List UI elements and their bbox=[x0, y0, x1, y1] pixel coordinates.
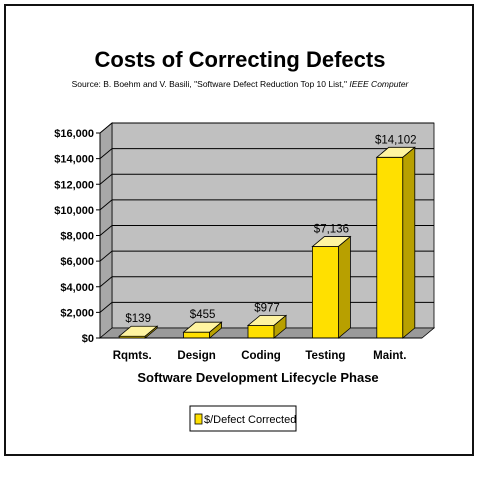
bar-side bbox=[209, 321, 223, 339]
subtitle-journal: IEEE Computer bbox=[349, 79, 409, 89]
plot-area bbox=[98, 122, 436, 339]
bar-design: $455 bbox=[182, 309, 223, 339]
y-tick-label: $0 bbox=[82, 333, 94, 345]
chart-title: Costs of Correcting Defects bbox=[95, 47, 386, 72]
bar-front bbox=[376, 156, 404, 339]
legend: $/Defect Corrected bbox=[189, 405, 297, 432]
legend-label: $/Defect Corrected bbox=[204, 414, 296, 426]
data-label: $7,136 bbox=[314, 224, 349, 236]
y-tick-label: $2,000 bbox=[60, 307, 94, 319]
bar-side bbox=[402, 146, 416, 339]
bar-testing: $7,136 bbox=[311, 224, 352, 339]
gridline-side bbox=[99, 250, 113, 262]
bar-front bbox=[311, 246, 339, 339]
x-axis-label: Software Development Lifecycle Phase bbox=[137, 370, 378, 385]
bar-side bbox=[144, 325, 158, 339]
x-tick-label: Maint. bbox=[373, 350, 406, 362]
bar-coding: $977 bbox=[246, 302, 288, 339]
bar-front bbox=[183, 331, 211, 339]
bar-side bbox=[337, 235, 351, 339]
gridline-side bbox=[99, 173, 113, 185]
bar-rqmts: $139 bbox=[118, 313, 159, 339]
x-tick-label: Testing bbox=[305, 350, 345, 362]
gridline-side bbox=[99, 199, 113, 211]
y-tick-label: $8,000 bbox=[60, 231, 94, 243]
y-axis: $0 $2,000 $4,000 $6,000 $8,000 $10,000 $12,000… bbox=[54, 128, 101, 345]
bar-side bbox=[273, 314, 287, 339]
y-tick-label: $10,000 bbox=[54, 205, 94, 217]
bar-front bbox=[247, 325, 275, 339]
x-tick-label: Design bbox=[177, 350, 215, 362]
gridline-side bbox=[99, 225, 113, 236]
data-label: $455 bbox=[190, 309, 216, 321]
gridline-side bbox=[99, 302, 113, 313]
data-label: $977 bbox=[254, 302, 280, 314]
y-tick-label: $12,000 bbox=[54, 179, 94, 191]
x-tick-label: Coding bbox=[241, 350, 281, 362]
gridline-side bbox=[99, 148, 113, 159]
bar-maint: $14,102 bbox=[375, 134, 417, 339]
data-label: $14,102 bbox=[375, 134, 417, 146]
legend-swatch bbox=[194, 413, 203, 425]
subtitle-source: Source: B. Boehm and V. Basili, "Softwar… bbox=[72, 79, 350, 89]
data-label: $139 bbox=[125, 313, 151, 325]
x-tick-label: Rqmts. bbox=[113, 350, 152, 362]
y-tick-label: $16,000 bbox=[54, 128, 94, 140]
legend-box bbox=[189, 405, 297, 432]
chart-subtitle: Source: B. Boehm and V. Basili, "Softwar… bbox=[72, 79, 410, 89]
y-tick-label: $6,000 bbox=[60, 256, 94, 268]
y-tick-label: $14,000 bbox=[54, 154, 94, 166]
y-tick-label: $4,000 bbox=[60, 282, 94, 294]
gridline-side bbox=[99, 276, 113, 288]
x-axis: Rqmts. Design Coding Testing Maint. bbox=[100, 337, 422, 362]
gridline-side bbox=[99, 122, 113, 134]
bars: $139 $455 $977 $7,136 $14,102 bbox=[118, 134, 417, 339]
